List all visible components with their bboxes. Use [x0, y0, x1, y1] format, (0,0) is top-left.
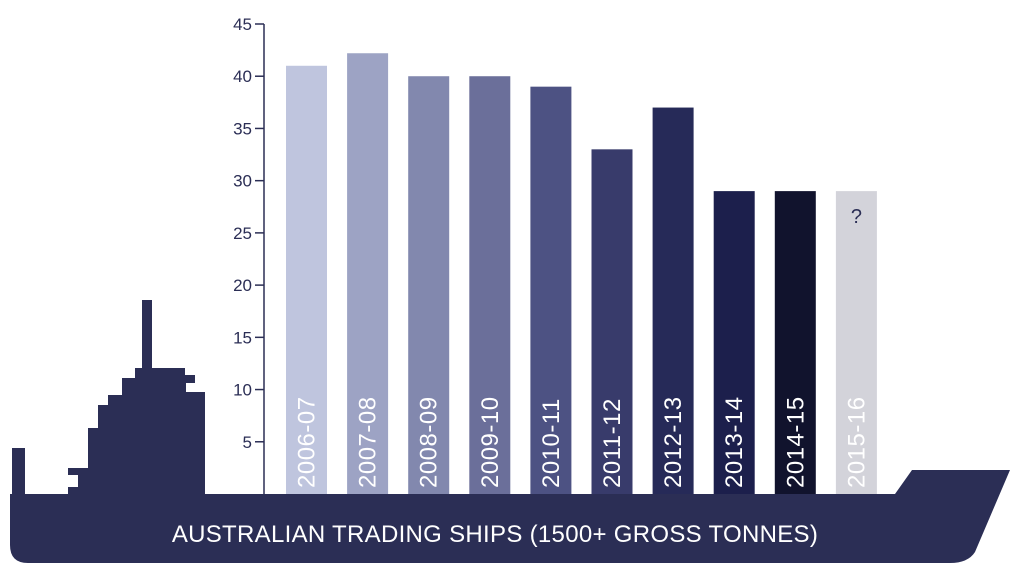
bar-2015-16 — [835, 191, 877, 494]
ship-superstructure — [68, 300, 205, 494]
bars: 2006-07 2007-08 2008-09 2009-10 2010-11 2011-… — [286, 53, 877, 495]
y-tick-label: 15 — [233, 328, 252, 347]
y-tick-label: 25 — [233, 224, 252, 243]
y-tick-label: 30 — [233, 172, 252, 191]
bar-2013-14 — [713, 191, 755, 494]
y-tick-label: 20 — [233, 276, 252, 295]
y-tick-label: 5 — [243, 433, 252, 452]
bar-2009-10 — [469, 76, 511, 494]
ship-stern-post — [12, 448, 25, 498]
bar-2011-12 — [591, 149, 633, 495]
ship-hull — [10, 470, 1010, 563]
bar-2008-09 — [408, 76, 450, 494]
bar-label: 2009-10 — [477, 396, 504, 488]
y-axis: 5 10 15 20 25 30 35 40 45 — [233, 15, 265, 496]
y-tick-label: 35 — [233, 119, 252, 138]
y-tick-label: 10 — [233, 381, 252, 400]
bar-2007-08 — [347, 53, 389, 494]
bar-label: 2010-11 — [538, 398, 565, 488]
bar-label: 2015-16 — [843, 396, 870, 488]
bar-label: 2011-12 — [599, 398, 626, 488]
y-tick-label: 40 — [233, 67, 252, 86]
bar-label: 2007-08 — [355, 396, 382, 488]
bar-label: 2008-09 — [416, 396, 443, 488]
bar-2010-11 — [530, 86, 572, 495]
chart-title: AUSTRALIAN TRADING SHIPS (1500+ GROSS TO… — [172, 521, 818, 548]
unknown-value-marker: ? — [851, 206, 862, 228]
bar-label: 2014-15 — [782, 396, 809, 488]
bar-label: 2006-07 — [294, 396, 321, 488]
bar-2012-13 — [652, 107, 694, 495]
bar-2006-07 — [286, 65, 327, 495]
bar-2014-15 — [774, 191, 816, 494]
bar-label: 2013-14 — [721, 396, 748, 488]
ship-silhouette — [10, 300, 1010, 563]
bar-label: 2012-13 — [660, 396, 687, 488]
y-tick-label: 45 — [233, 15, 252, 34]
